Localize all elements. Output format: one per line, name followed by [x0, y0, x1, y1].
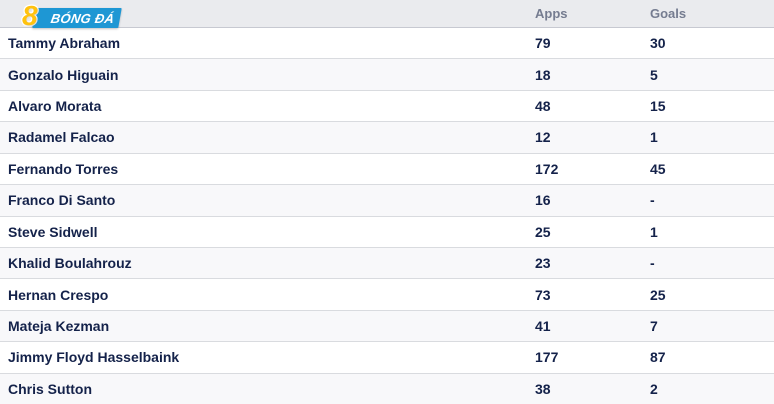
player-apps: 25 — [535, 223, 551, 240]
player-name: Fernando Torres — [8, 160, 119, 177]
table-header: Apps Goals — [0, 0, 774, 28]
player-name: Alvaro Morata — [8, 98, 102, 115]
player-goals: 30 — [650, 35, 666, 52]
player-goals: 5 — [650, 66, 658, 83]
player-name: Chris Sutton — [8, 380, 92, 397]
player-goals: 25 — [650, 286, 666, 303]
stats-table: Tammy Abraham 79 30 Gonzalo Higuain 18 5… — [0, 28, 774, 404]
table-row: Gonzalo Higuain 18 5 — [0, 59, 774, 91]
player-name: Khalid Boulahrouz — [8, 255, 132, 272]
player-name: Gonzalo Higuain — [8, 66, 119, 83]
player-apps: 177 — [535, 349, 559, 366]
player-name: Steve Sidwell — [8, 223, 98, 240]
table-row: Alvaro Morata 48 15 — [0, 90, 774, 123]
table-row: Hernan Crespo 73 25 — [0, 279, 774, 311]
player-apps: 23 — [535, 255, 551, 272]
player-apps: 16 — [535, 192, 551, 209]
player-goals: - — [650, 255, 655, 272]
player-goals: 87 — [650, 349, 666, 366]
player-name: Jimmy Floyd Hasselbaink — [8, 349, 180, 366]
player-goals: 15 — [650, 98, 666, 115]
player-apps: 48 — [535, 98, 551, 115]
player-name: Mateja Kezman — [8, 318, 110, 334]
logo-flag: BÓNG ĐÁ — [32, 8, 122, 28]
table-row: Steve Sidwell 25 1 — [0, 216, 774, 248]
column-header-apps: Apps — [535, 6, 568, 21]
table-row: Mateja Kezman 41 7 — [0, 310, 774, 343]
player-apps: 18 — [535, 66, 551, 83]
player-name: Radamel Falcao — [8, 129, 115, 146]
player-apps: 38 — [535, 380, 551, 397]
player-goals: - — [650, 192, 655, 209]
table-row: Chris Sutton 38 2 — [0, 373, 774, 404]
table-row: Radamel Falcao 12 1 — [0, 122, 774, 154]
player-apps: 79 — [535, 35, 551, 52]
logo-text: BÓNG ĐÁ — [49, 10, 116, 26]
table-row: Khalid Boulahrouz 23 - — [0, 247, 774, 280]
player-goals: 7 — [650, 318, 658, 334]
player-apps: 172 — [535, 160, 559, 177]
player-apps: 12 — [535, 129, 551, 146]
table-row: Franco Di Santo 16 - — [0, 185, 774, 217]
column-header-goals: Goals — [650, 6, 687, 21]
player-apps: 73 — [535, 286, 551, 303]
player-goals: 45 — [650, 160, 666, 177]
player-name: Hernan Crespo — [8, 286, 109, 303]
player-goals: 2 — [650, 380, 658, 397]
table-row: Tammy Abraham 79 30 — [0, 28, 774, 60]
player-name: Franco Di Santo — [8, 192, 116, 209]
player-goals: 1 — [650, 129, 658, 146]
logo-number-8: 8 — [21, 0, 39, 32]
player-goals: 1 — [650, 223, 658, 240]
player-name: Tammy Abraham — [8, 35, 121, 52]
site-logo[interactable]: BÓNG ĐÁ 8 — [21, 0, 122, 32]
player-apps: 41 — [535, 318, 551, 334]
table-row: Jimmy Floyd Hasselbaink 177 87 — [0, 342, 774, 374]
table-row: Fernando Torres 172 45 — [0, 153, 774, 186]
